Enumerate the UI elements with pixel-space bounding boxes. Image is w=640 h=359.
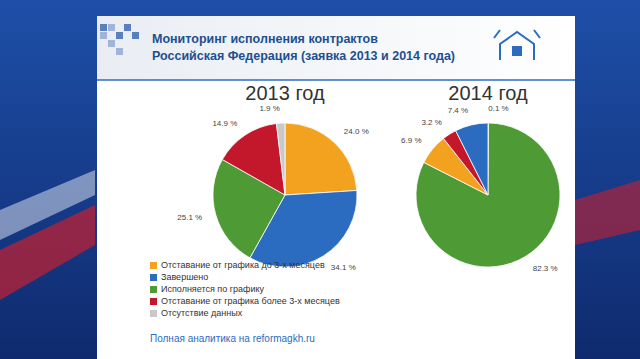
data-label: 34.1 %: [331, 263, 356, 272]
pixel-decor: [132, 32, 139, 39]
legend-swatch: [150, 310, 157, 317]
legend-swatch: [150, 298, 157, 305]
footer: Полная аналитика на reformagkh.ru: [150, 333, 315, 344]
data-label: 24.0 %: [344, 127, 369, 136]
slide-panel: [97, 16, 575, 359]
data-label: 14.9 %: [212, 119, 237, 128]
pie-slice: [456, 123, 488, 195]
header-band: [97, 16, 575, 80]
data-label: 1.9 %: [259, 104, 279, 113]
data-label: 25.1 %: [177, 213, 202, 222]
logo: [494, 30, 540, 60]
pixel-decor: [108, 24, 115, 31]
data-label: 7.4 %: [448, 106, 468, 115]
chart-title: 2014 год: [448, 82, 528, 104]
legend-swatch: [150, 286, 157, 293]
legend: Отставание от графика до 3-х месяцев Заве…: [150, 260, 340, 318]
slide: Мониторинг исполнения контрактов Российск…: [0, 0, 640, 359]
slide-title: Мониторинг исполнения контрактов: [152, 32, 378, 46]
legend-label: Завершено: [161, 272, 208, 282]
pixel-decor: [100, 32, 107, 39]
logo-arms: [494, 30, 540, 38]
slide-title: Российская Федерация (заявка 2013 и 2014…: [152, 49, 455, 63]
data-label: 82.3 %: [533, 264, 558, 273]
chart-title: 2013 год: [245, 82, 325, 104]
legend-label: Отставание от графика до 3-х месяцев: [161, 260, 325, 270]
pie-chart: 2013 год 24.0 % 34.1 % 25.1 % 14.9 % 1.9 %: [177, 82, 368, 272]
logo-window: [512, 46, 522, 56]
decor-stripe: [575, 180, 640, 245]
header-rule: [97, 79, 575, 81]
pixel-decor: [116, 32, 123, 39]
pie-chart: 2014 год0.1 % 82.3 % 6.9 %3.2 % 7.4 %: [401, 82, 560, 273]
logo-house: [500, 32, 534, 60]
pixel-decor: [116, 48, 123, 55]
pie-slice: [222, 124, 285, 195]
legend-label: Исполняется по графику: [161, 284, 264, 294]
pie-slice: [276, 123, 285, 195]
data-label: 0.1 %: [488, 104, 508, 113]
pie-slice: [416, 123, 560, 267]
legend-label: Отсутствие данных: [161, 308, 243, 318]
pixel-decor: [100, 24, 107, 31]
data-label: 6.9 %: [401, 136, 421, 145]
decor-stripe: [0, 170, 95, 240]
legend-swatch: [150, 274, 157, 281]
pixel-decor: [124, 24, 131, 31]
legend-label: Отставание от графика более 3-х месяцев: [161, 296, 340, 306]
background: [0, 0, 640, 359]
legend-swatch: [150, 262, 157, 269]
data-label: 3.2 %: [421, 118, 441, 127]
pixel-decor: [108, 40, 115, 47]
